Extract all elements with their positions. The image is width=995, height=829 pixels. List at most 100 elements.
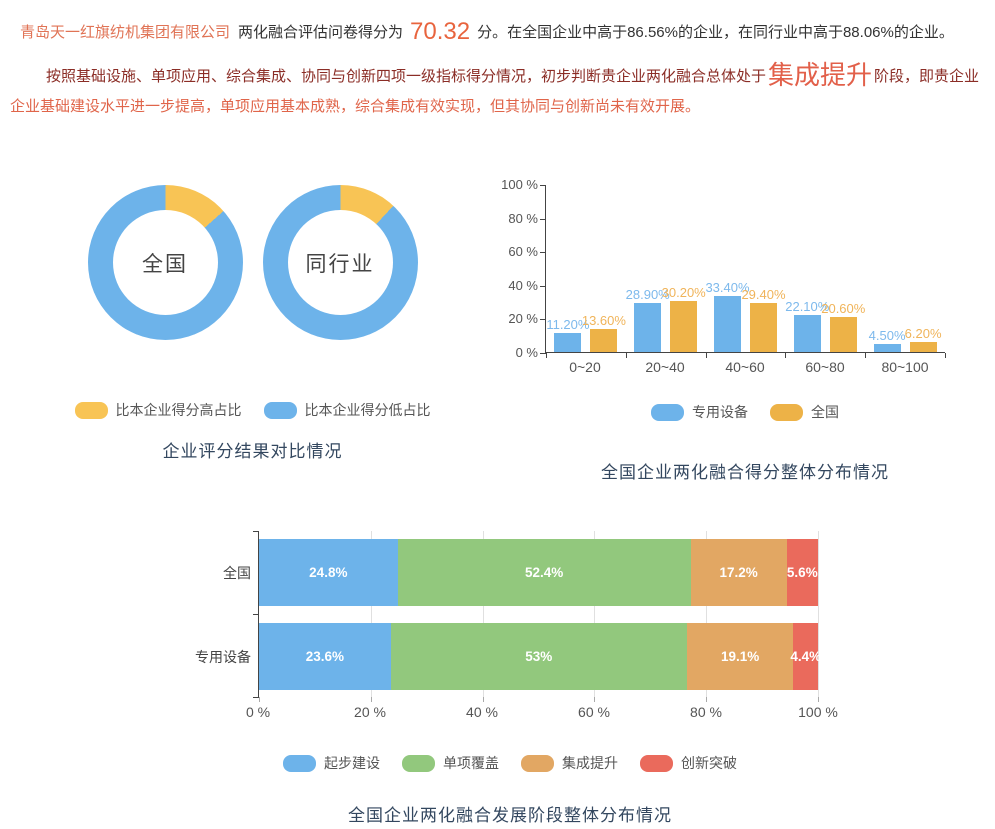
donut-center-label: 同行业 <box>287 210 393 315</box>
legend-item-起步建设[interactable]: 起步建设 <box>283 753 380 773</box>
segment-value-label: 53% <box>525 649 553 664</box>
stage-lead-text: 按照基础设施、单项应用、综合集成、协同与创新四项一级指标得分情况，初步判断贵企业… <box>46 68 767 85</box>
legend-label: 比本企业得分低占比 <box>304 402 431 418</box>
y-tick-label: 40 % <box>508 277 538 293</box>
stacked-x-tick-mark <box>482 697 484 702</box>
stacked-row-全国: 全国 24.8% 52.4% 17.2% 5.6% <box>223 539 818 606</box>
stacked-x-tick-label: 20 % <box>354 704 386 720</box>
donut-charts: 全国 同行业 <box>55 185 450 340</box>
score-lead-text: 两化融合评估问卷得分为 <box>238 24 404 41</box>
stacked-row-专用设备: 专用设备 23.6% 53% 19.1% 4.4% <box>195 623 821 690</box>
stacked-x-tick-mark <box>259 697 260 702</box>
segment-value-label: 52.4% <box>524 565 564 580</box>
x-tick-mark <box>865 353 867 358</box>
legend-swatch <box>521 754 554 772</box>
legend-label: 起步建设 <box>324 755 380 771</box>
legend-swatch <box>263 401 297 419</box>
legend-swatch <box>402 754 435 772</box>
bar-group-20~40: 28.90% 30.20% <box>626 185 706 352</box>
donut-ring-同行业: 同行业 <box>262 185 418 340</box>
bar-全国-60~80: 20.60% <box>821 301 865 352</box>
x-tick-mark <box>785 353 787 358</box>
stacked-x-tick-mark <box>818 697 819 702</box>
legend-swatch <box>640 754 673 772</box>
bar-value-label: 29.40% <box>741 286 786 302</box>
score-summary-paragraph: 青岛天一红旗纺机集团有限公司 两化融合评估问卷得分为 70.32 分。在全国企业中高于… <box>0 18 995 47</box>
segment-单项覆盖-全国: 52.4% <box>397 539 691 606</box>
stacked-y-tick-mark <box>253 697 259 698</box>
donut-ring-全国: 全国 <box>87 185 243 340</box>
score-distribution-bar-chart: 0 % 20 % 40 % 60 % 80 % 100 % 11.20% 13.60% 28.9… <box>495 172 975 483</box>
stacked-x-tick-label: 0 % <box>245 704 271 720</box>
bar-专用设备-20~40: 28.90% <box>626 287 670 352</box>
segment-起步建设-专用设备: 23.6% <box>259 623 391 690</box>
stacked-x-tick-mark <box>370 697 372 702</box>
stage-assessment-paragraph: 按照基础设施、单项应用、综合集成、协同与创新四项一级指标得分情况，初步判断贵企业… <box>0 60 995 122</box>
stacked-x-tick-label: 80 % <box>690 704 722 720</box>
legend-item-创新突破[interactable]: 创新突破 <box>640 753 737 773</box>
donut-center-label: 全国 <box>112 210 218 315</box>
stacked-x-tick-label: 40 % <box>466 704 498 720</box>
legend-label: 创新突破 <box>681 755 737 771</box>
stacked-legend: 起步建设 单项覆盖 集成提升 创新突破 <box>180 753 840 773</box>
stage-distribution-stacked-chart: 全国 24.8% 52.4% 17.2% 5.6% 专用设备 23.6% 53% 19.1% 4.… <box>180 531 840 826</box>
segment-起步建设-全国: 24.8% <box>259 539 398 606</box>
bar-value-label: 22.10% <box>785 298 830 314</box>
stacked-y-tick-mark <box>253 531 259 532</box>
legend-label: 单项覆盖 <box>443 755 499 771</box>
bar-value-label: 20.60% <box>821 301 866 317</box>
legend-label: 集成提升 <box>562 755 618 771</box>
y-tick-label: 20 % <box>508 311 538 327</box>
legend-item-集成提升[interactable]: 集成提升 <box>521 753 618 773</box>
legend-swatch <box>770 403 803 421</box>
segment-单项覆盖-专用设备: 53% <box>390 623 687 690</box>
gridline <box>482 531 484 697</box>
y-tick-label: 100 % <box>501 177 538 192</box>
gridline <box>706 531 708 697</box>
y-tick-label: 60 % <box>508 244 538 260</box>
bar-chart-caption: 全国企业两化融合得分整体分布情况 <box>601 463 889 482</box>
bar-value-label: 30.20% <box>661 285 706 301</box>
legend-label: 专用设备 <box>692 404 748 420</box>
x-category-label: 20~40 <box>645 359 685 375</box>
bar-group-80~100: 4.50% 6.20% <box>865 185 945 352</box>
legend-item-全国[interactable]: 全国 <box>770 402 839 422</box>
legend-label: 比本企业得分高占比 <box>115 402 242 418</box>
bar-专用设备-0~20: 11.20% <box>546 317 589 352</box>
legend-item-比本企业得分高占比[interactable]: 比本企业得分高占比 <box>74 400 242 420</box>
gridline <box>370 531 372 697</box>
bar-value-label: 4.50% <box>868 328 906 344</box>
report-header: 青岛天一红旗纺机集团有限公司 两化融合评估问卷得分为 70.32 分。在全国企业中高于… <box>0 18 995 122</box>
company-name: 青岛天一红旗纺机集团有限公司 <box>20 24 231 41</box>
legend-label: 全国 <box>811 404 839 420</box>
stacked-chart-caption: 全国企业两化融合发展阶段整体分布情况 <box>348 806 672 825</box>
bar-专用设备-60~80: 22.10% <box>785 299 829 352</box>
gridline <box>594 531 596 697</box>
segment-value-label: 5.6% <box>786 565 818 580</box>
donut-legend: 比本企业得分高占比 比本企业得分低占比 <box>55 400 450 420</box>
y-tick-mark <box>540 252 546 254</box>
stage-detail-text: 企业基础建设水平进一步提高，单项应用基本成熟，综合集成有效实现，但其协同与创新尚… <box>10 98 701 115</box>
y-tick-mark <box>540 285 546 287</box>
x-tick-mark <box>546 353 547 358</box>
bar-group-40~60: 33.40% 29.40% <box>705 185 786 352</box>
x-category-label: 80~100 <box>881 359 929 375</box>
y-tick-mark <box>540 353 546 354</box>
stacked-x-tick-label: 100 % <box>798 704 838 720</box>
stacked-row-label: 专用设备 <box>195 648 251 665</box>
segment-集成提升-全国: 17.2% <box>690 539 787 606</box>
stacked-x-tick-label: 60 % <box>578 704 610 720</box>
legend-item-单项覆盖[interactable]: 单项覆盖 <box>402 753 499 773</box>
bar-plot-area: 0 % 20 % 40 % 60 % 80 % 100 % 11.20% 13.60% 28.9… <box>501 177 946 360</box>
segment-value-label: 23.6% <box>305 649 345 664</box>
segment-value-label: 24.8% <box>309 565 348 580</box>
segment-value-label: 19.1% <box>720 649 760 664</box>
legend-item-比本企业得分低占比[interactable]: 比本企业得分低占比 <box>263 400 431 420</box>
bar-group-0~20: 11.20% 13.60% <box>546 185 626 352</box>
legend-item-专用设备[interactable]: 专用设备 <box>651 402 748 422</box>
bar-value-label: 33.40% <box>705 279 750 295</box>
bar-legend: 专用设备 全国 <box>545 402 945 422</box>
stacked-x-axis-labels: 0 % 20 % 40 % 60 % 80 % 100 % <box>246 697 838 721</box>
x-tick-mark <box>705 353 707 358</box>
y-tick-label: 0 % <box>515 345 538 360</box>
